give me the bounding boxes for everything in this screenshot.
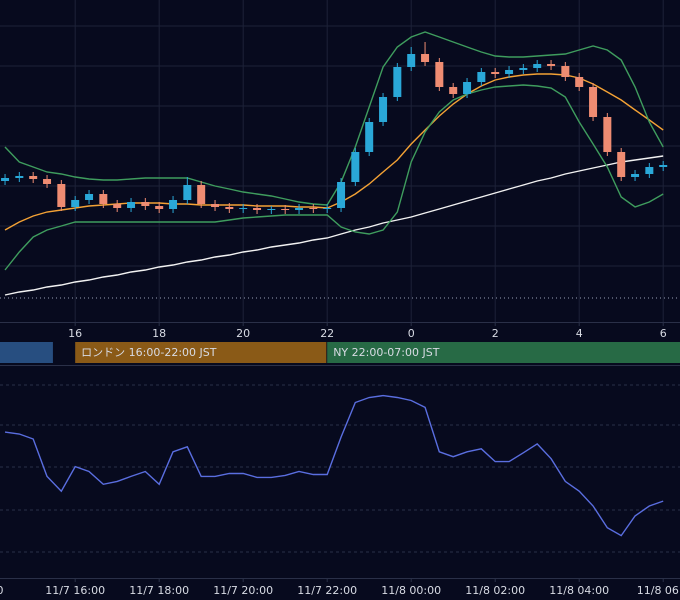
x-tick-label: 11/7 16:00 <box>45 584 105 597</box>
candle-body <box>309 208 318 209</box>
x-tick-label: 11/7 20:00 <box>213 584 273 597</box>
x-tick-label: 11/7 22:00 <box>297 584 357 597</box>
x-tick-label: 0 <box>408 327 415 340</box>
candle-body <box>491 72 500 74</box>
x-tick-label: 20 <box>236 327 250 340</box>
x-tick-label: 11/7 18:00 <box>129 584 189 597</box>
candle-body <box>155 206 164 209</box>
candles <box>1 42 668 214</box>
candle-body <box>281 209 290 210</box>
candle-body <box>71 200 80 207</box>
candle-body <box>547 64 556 66</box>
candle-body <box>211 204 220 207</box>
candle-body <box>295 208 304 210</box>
candle-body <box>15 176 24 178</box>
x-tick-label: 16 <box>68 327 82 340</box>
candle-body <box>617 152 626 177</box>
candle-body <box>477 72 486 82</box>
candle-body <box>43 179 52 184</box>
session-band <box>0 342 53 363</box>
candle-body <box>533 64 542 68</box>
candle-body <box>29 176 38 179</box>
candle-body <box>435 62 444 87</box>
oscillator-line <box>4 394 664 537</box>
session-band <box>327 342 680 363</box>
x-tick-label: 0:00 <box>0 584 4 597</box>
candle-body <box>631 174 640 177</box>
x-tick-label: 18 <box>152 327 166 340</box>
candle-body <box>253 208 262 210</box>
session-band <box>75 342 327 363</box>
candle-body <box>225 207 234 209</box>
candle-body <box>407 54 416 67</box>
candle-body <box>365 122 374 152</box>
candle-body <box>113 204 122 208</box>
candle-body <box>645 167 654 174</box>
candle-body <box>183 185 192 200</box>
candle-body <box>197 185 206 204</box>
candle-body <box>463 82 472 94</box>
x-tick-label: 6 <box>660 327 667 340</box>
session-label: NY 22:00-07:00 JST <box>333 346 440 359</box>
candle-body <box>603 117 612 152</box>
x-tick-label: 11/8 02:00 <box>465 584 525 597</box>
x-tick-label: 22 <box>320 327 334 340</box>
candle-body <box>323 208 332 209</box>
indicator-line <box>4 84 664 271</box>
candle-body <box>505 70 514 74</box>
candle-body <box>421 54 430 62</box>
indicator-line <box>4 155 664 296</box>
lower-dash-grid <box>0 384 680 553</box>
candle-body <box>337 182 346 208</box>
candle-body <box>379 97 388 122</box>
candle-body <box>127 202 136 208</box>
x-tick-label: 11/8 04:00 <box>549 584 609 597</box>
x-tick-label: 2 <box>492 327 499 340</box>
candle-body <box>561 66 570 77</box>
candle-body <box>449 87 458 94</box>
candle-body <box>267 209 276 210</box>
candle-body <box>141 202 150 206</box>
x-tick-label: 4 <box>576 327 583 340</box>
candle-body <box>99 194 108 204</box>
candle-body <box>589 87 598 117</box>
x-tick-label: 11/8 00:00 <box>381 584 441 597</box>
candle-body <box>169 200 178 209</box>
indicator-line <box>4 31 664 206</box>
candle-body <box>85 194 94 200</box>
candle-body <box>659 165 668 167</box>
candle-body <box>351 152 360 182</box>
candle-body <box>393 67 402 97</box>
x-tick-label: 11/8 06:0 <box>637 584 680 597</box>
candle-body <box>1 178 10 181</box>
candle-body <box>575 77 584 87</box>
candle-body <box>57 184 66 207</box>
candle-body <box>239 208 248 209</box>
session-label: ロンドン 16:00-22:00 JST <box>81 346 217 359</box>
candle-body <box>519 68 528 70</box>
